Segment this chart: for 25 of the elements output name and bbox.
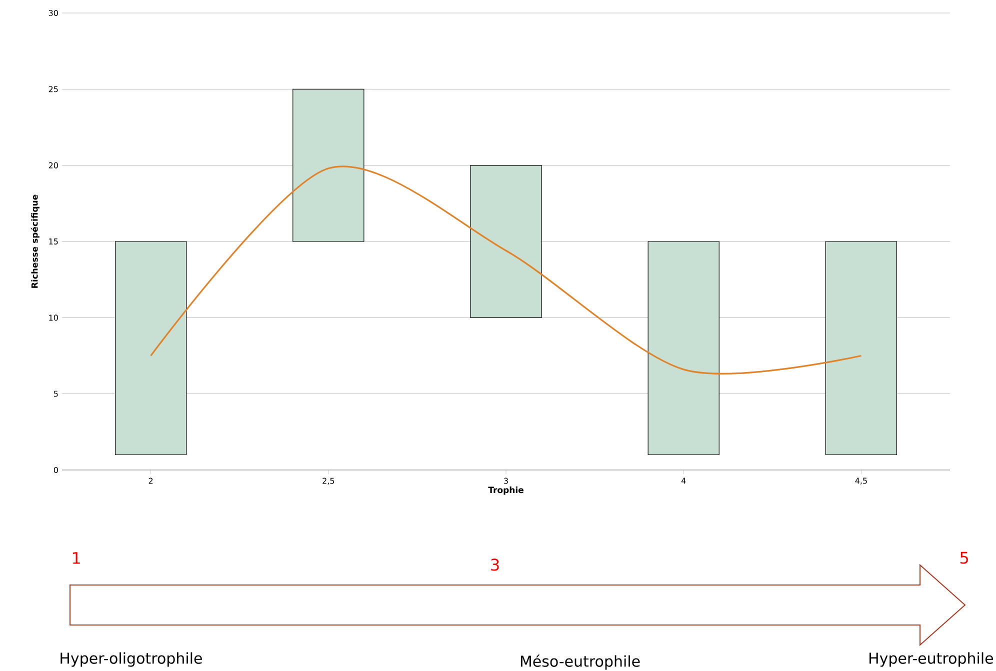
x-tick-label: 4 [681,478,686,484]
bar [470,165,542,318]
bar [114,241,187,456]
text: 1 [72,552,80,564]
text: Hyper-eutrophile [870,652,994,667]
y-axis-title: Richesse spécifique [30,194,40,288]
y-tick-label: 15 [49,238,58,244]
y-tick-label: 30 [48,10,58,16]
y-tick-label: 5 [54,390,58,397]
x-tick-label: 3 [504,478,508,484]
y-tick-label: 20 [48,162,58,168]
bar [292,88,364,242]
x-tick-label: 2 [148,478,153,484]
text: 3 [491,558,499,571]
bar [648,241,720,456]
y-tick-label: 0 [54,466,58,474]
y-tick-label: 25 [48,86,58,92]
text: Méso-eutrophile [520,654,640,670]
text: 5 [960,552,968,564]
x-tick-label: 4,5 [855,478,867,485]
x-axis-title: Trophie [488,486,524,495]
y-tick-label: 10 [49,314,58,321]
text: Hyper-oligotrophile [60,652,202,667]
x-tick-label: 2,5 [322,478,334,485]
bar [825,241,898,456]
